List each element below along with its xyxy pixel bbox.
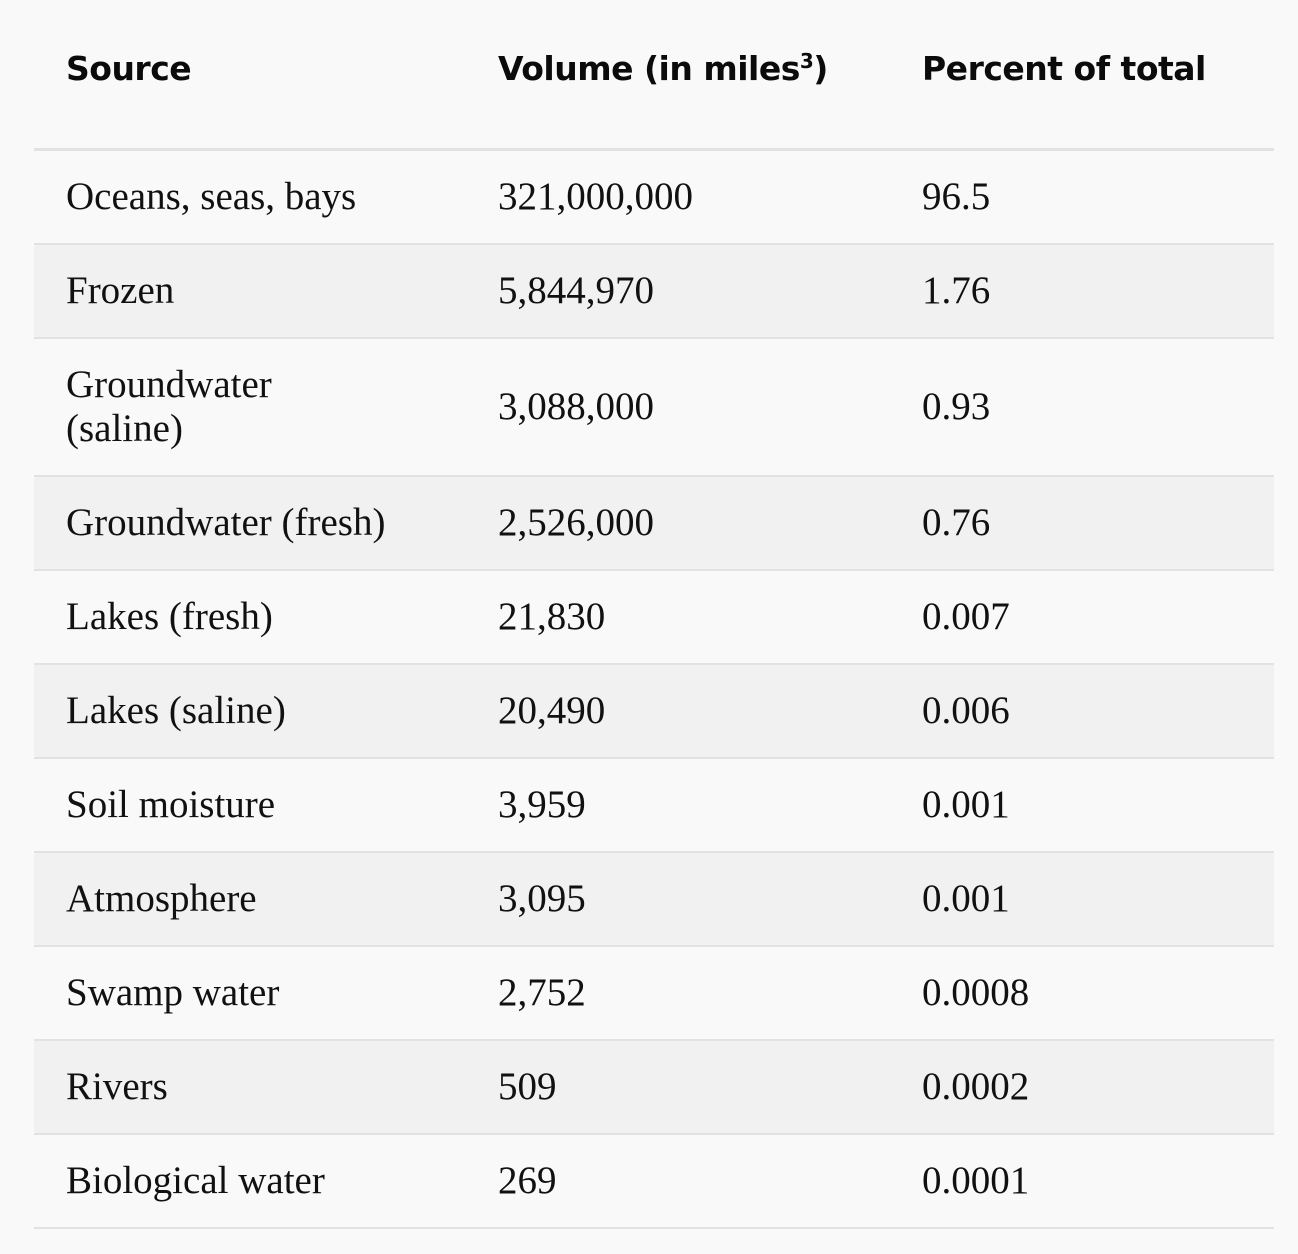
header-source-label: Source [66,49,192,88]
cell-percent: 1.76 [890,244,1274,339]
cell-percent: 0.001 [890,852,1274,947]
table-row: Lakes (fresh) 21,830 0.007 [34,570,1274,665]
cell-percent: 0.0002 [890,1040,1274,1135]
cell-source: Oceans, seas, bays [34,149,466,245]
cell-source: Groundwater (saline) [34,338,466,477]
header-volume: Volume (in miles3) [466,0,890,151]
cell-volume: 509 [466,1040,890,1135]
table-row: Swamp water 2,752 0.0008 [34,946,1274,1041]
cell-volume: 2,752 [466,946,890,1041]
cell-volume: 21,830 [466,570,890,665]
table-body: Oceans, seas, bays 321,000,000 96.5 Frozen… [34,149,1274,1229]
table-header: Source Volume (in miles3) Percent of tot… [34,0,1274,151]
table-row: Frozen 5,844,970 1.76 [34,244,1274,339]
cell-percent: 0.007 [890,570,1274,665]
cell-source: Groundwater (fresh) [34,476,466,571]
cell-volume: 3,959 [466,758,890,853]
header-volume-superscript: 3 [799,49,814,73]
cell-percent: 0.93 [890,338,1274,477]
cell-volume: 20,490 [466,664,890,759]
header-volume-suffix: ) [813,49,828,88]
header-percent: Percent of total [890,0,1274,151]
table-row: Atmosphere 3,095 0.001 [34,852,1274,947]
cell-volume: 3,088,000 [466,338,890,477]
cell-percent: 96.5 [890,149,1274,245]
water-sources-table: Source Volume (in miles3) Percent of tot… [34,0,1274,1229]
cell-volume: 3,095 [466,852,890,947]
cell-source: Frozen [34,244,466,339]
cell-volume: 321,000,000 [466,149,890,245]
header-source: Source [34,0,466,151]
cell-percent: 0.0008 [890,946,1274,1041]
cell-percent: 0.76 [890,476,1274,571]
cell-volume: 2,526,000 [466,476,890,571]
table-row: Rivers 509 0.0002 [34,1040,1274,1135]
table-row: Oceans, seas, bays 321,000,000 96.5 [34,149,1274,245]
water-sources-table-container: Source Volume (in miles3) Percent of tot… [34,0,1274,1229]
cell-source: Rivers [34,1040,466,1135]
table-row: Groundwater (fresh) 2,526,000 0.76 [34,476,1274,571]
table-row: Lakes (saline) 20,490 0.006 [34,664,1274,759]
cell-volume: 269 [466,1134,890,1229]
cell-source: Atmosphere [34,852,466,947]
cell-source: Swamp water [34,946,466,1041]
header-percent-label: Percent of total [922,49,1206,88]
cell-volume: 5,844,970 [466,244,890,339]
cell-percent: 0.006 [890,664,1274,759]
header-volume-label: Volume (in miles [498,49,800,88]
cell-source: Lakes (fresh) [34,570,466,665]
header-row: Source Volume (in miles3) Percent of tot… [34,0,1274,151]
cell-source: Lakes (saline) [34,664,466,759]
table-row: Biological water 269 0.0001 [34,1134,1274,1229]
table-row: Soil moisture 3,959 0.001 [34,758,1274,853]
table-row: Groundwater (saline) 3,088,000 0.93 [34,338,1274,477]
cell-percent: 0.001 [890,758,1274,853]
cell-source: Biological water [34,1134,466,1229]
cell-percent: 0.0001 [890,1134,1274,1229]
cell-source: Soil moisture [34,758,466,853]
